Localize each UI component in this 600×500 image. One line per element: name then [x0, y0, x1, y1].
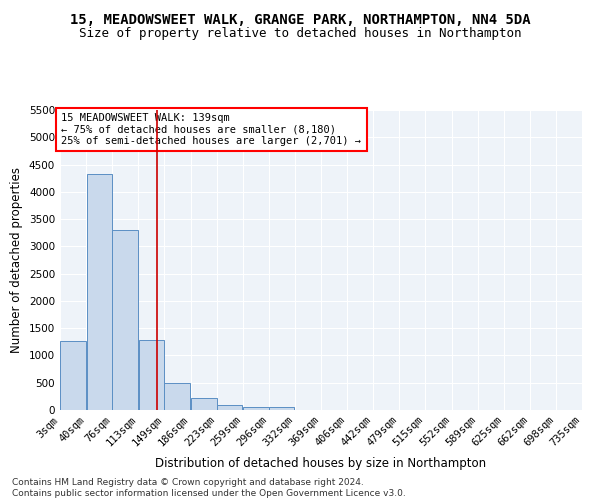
Bar — [112, 230, 138, 410]
X-axis label: Distribution of detached houses by size in Northampton: Distribution of detached houses by size … — [155, 457, 487, 470]
Bar — [269, 407, 295, 410]
Y-axis label: Number of detached properties: Number of detached properties — [10, 167, 23, 353]
Text: Size of property relative to detached houses in Northampton: Size of property relative to detached ho… — [79, 28, 521, 40]
Bar — [86, 174, 112, 410]
Text: 15 MEADOWSWEET WALK: 139sqm
← 75% of detached houses are smaller (8,180)
25% of : 15 MEADOWSWEET WALK: 139sqm ← 75% of det… — [61, 112, 361, 146]
Bar — [164, 384, 190, 410]
Bar — [139, 340, 164, 410]
Text: 15, MEADOWSWEET WALK, GRANGE PARK, NORTHAMPTON, NN4 5DA: 15, MEADOWSWEET WALK, GRANGE PARK, NORTH… — [70, 12, 530, 26]
Text: Contains HM Land Registry data © Crown copyright and database right 2024.
Contai: Contains HM Land Registry data © Crown c… — [12, 478, 406, 498]
Bar — [243, 406, 269, 410]
Bar — [217, 405, 242, 410]
Bar — [60, 340, 86, 410]
Bar — [191, 398, 217, 410]
